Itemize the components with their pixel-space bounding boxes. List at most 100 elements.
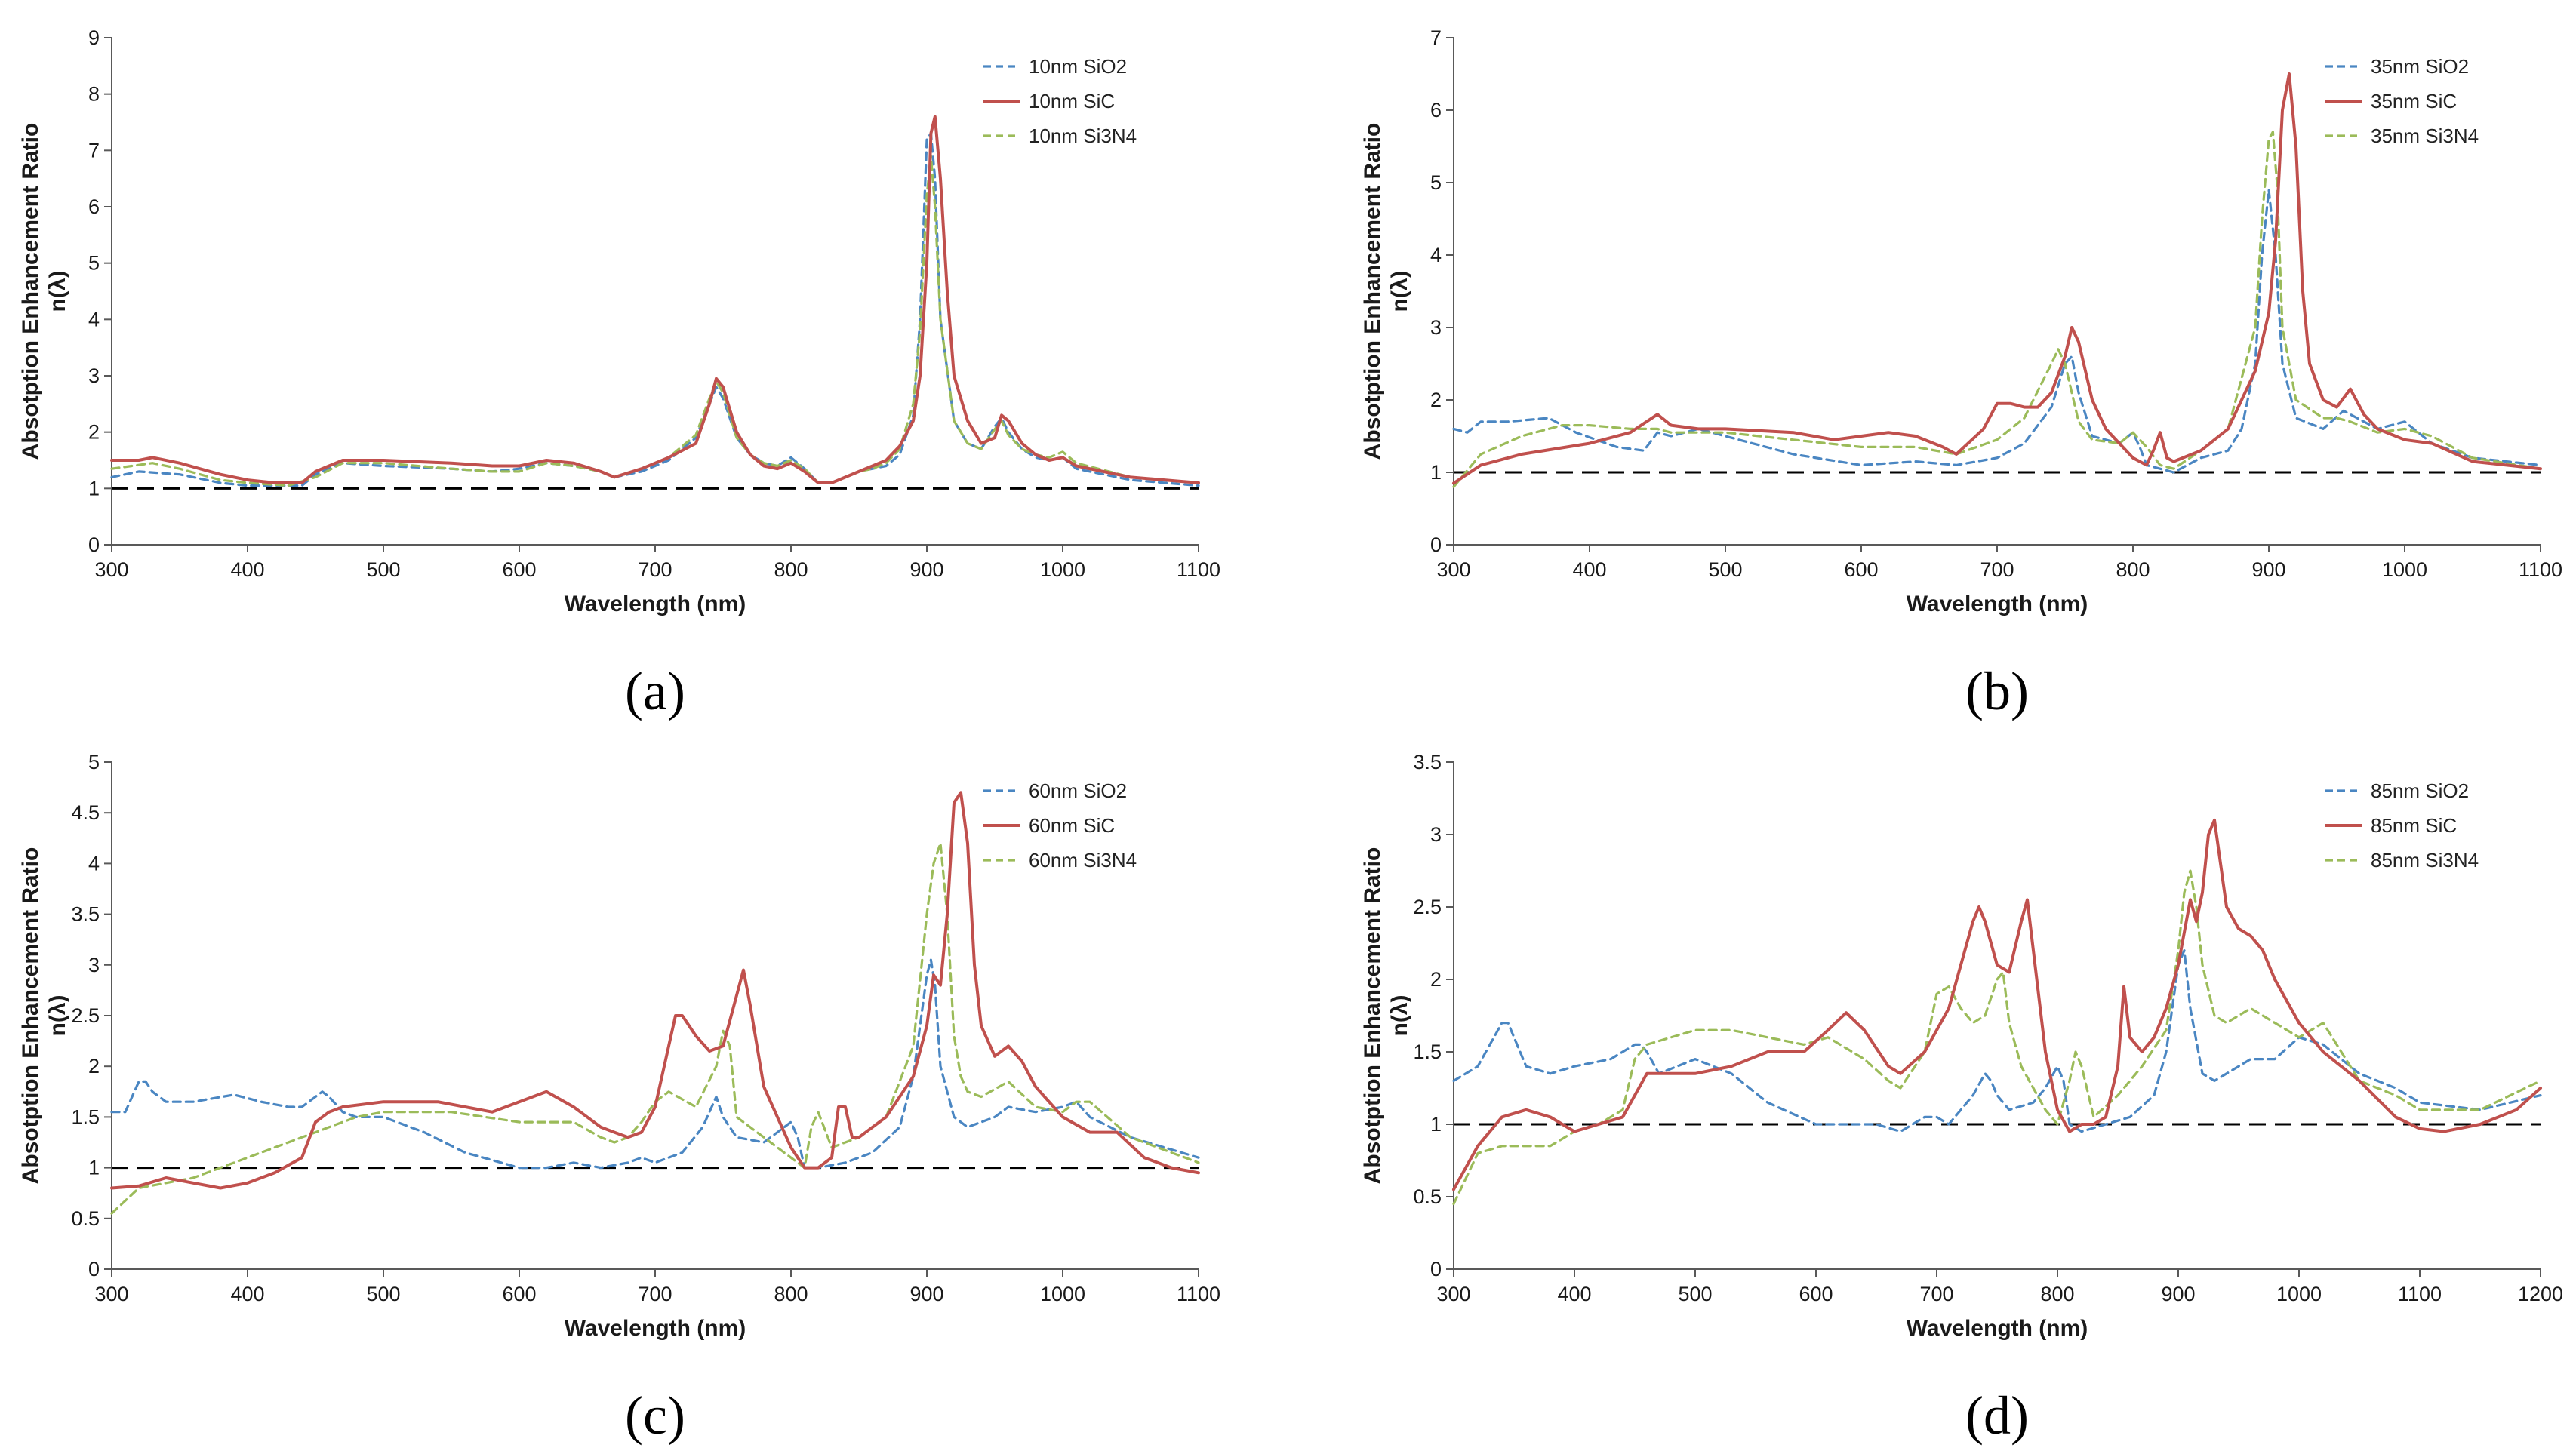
- legend-entry: 85nm Si3N4: [2371, 849, 2479, 871]
- y-tick-label: 3.5: [1413, 751, 1442, 773]
- y-tick-label: 2: [1430, 389, 1442, 411]
- legend-entry: 10nm Si3N4: [1029, 124, 1137, 147]
- y-tick-label: 3: [1430, 316, 1442, 339]
- panel-caption: (b): [1965, 661, 2029, 721]
- y-tick-label: 2.5: [71, 1004, 100, 1027]
- x-tick-label: 300: [1436, 558, 1470, 581]
- legend-entry: 35nm SiC: [2371, 90, 2457, 112]
- y-tick-label: 1: [88, 1157, 100, 1179]
- y-tick-label: 2.5: [1413, 896, 1442, 918]
- x-tick-label: 500: [366, 1283, 400, 1305]
- series-line-85nm-sio2: [1452, 949, 2542, 1133]
- series-line-10nm-sio2: [110, 132, 1200, 487]
- legend-entry: 60nm SiC: [1029, 814, 1115, 837]
- x-tick-label: 900: [909, 558, 943, 581]
- y-tick-label: 2: [88, 1055, 100, 1077]
- legend-entry: 60nm Si3N4: [1029, 849, 1137, 871]
- y-tick-label: 7: [88, 139, 100, 161]
- y-tick-label: 4: [1430, 244, 1442, 266]
- y-tick-label: 2: [88, 421, 100, 444]
- y-axis-subtitle: n(λ): [45, 271, 70, 312]
- y-tick-label: 2: [1430, 968, 1442, 991]
- y-tick-label: 5: [88, 751, 100, 773]
- chart-panel-b: 0 1 2 3 4 5 6 7 300 400 500 600 700 800 900 1000 1100 Wav…: [1342, 0, 2565, 724]
- legend-entry: 60nm SiO2: [1029, 779, 1127, 802]
- series-line-60nm-sio2: [110, 958, 1200, 1170]
- y-axis-title: Absotption Enhancement Ratio: [1360, 123, 1385, 460]
- x-tick-label: 800: [774, 1283, 808, 1305]
- chart-panel-a: 0 1 2 3 4 5 6 7 8 9 300 400 500 600 700 800 900 1000 1100 W…: [0, 0, 1223, 724]
- series-line-85nm-si3n4: [1452, 869, 2542, 1206]
- x-tick-label: 800: [774, 558, 808, 581]
- x-tick-label: 400: [1557, 1283, 1591, 1305]
- legend-entry: 85nm SiO2: [2371, 779, 2469, 802]
- y-tick-label: 0: [88, 1258, 100, 1280]
- y-tick-label: 0.5: [1413, 1185, 1442, 1208]
- x-tick-label: 900: [2251, 558, 2285, 581]
- x-tick-label: 600: [1799, 1283, 1833, 1305]
- y-tick-label: 3.5: [71, 903, 100, 926]
- y-tick-label: 7: [1430, 26, 1442, 49]
- legend-entry: 10nm SiC: [1029, 90, 1115, 112]
- y-tick-label: 1.5: [71, 1105, 100, 1128]
- x-tick-label: 400: [230, 558, 264, 581]
- y-axis-subtitle: n(λ): [1387, 271, 1412, 312]
- y-tick-label: 3: [1430, 823, 1442, 846]
- series-line-60nm-si3n4: [110, 841, 1200, 1215]
- x-tick-label: 300: [1436, 1283, 1470, 1305]
- x-tick-label: 600: [502, 558, 536, 581]
- x-tick-label: 700: [638, 558, 672, 581]
- series-line-85nm-sic: [1452, 818, 2542, 1191]
- panel-caption: (a): [625, 661, 685, 721]
- series-line-35nm-sic: [1452, 72, 2542, 485]
- x-tick-label: 800: [2040, 1283, 2074, 1305]
- y-axis-title: Absotption Enhancement Ratio: [1360, 847, 1385, 1185]
- x-tick-label: 1200: [2518, 1283, 2563, 1305]
- x-axis-title: Wavelength (nm): [565, 1316, 746, 1341]
- x-tick-label: 500: [1708, 558, 1742, 581]
- y-tick-label: 4.5: [71, 801, 100, 824]
- x-tick-label: 500: [1678, 1283, 1712, 1305]
- x-tick-label: 900: [2161, 1283, 2195, 1305]
- y-tick-label: 6: [1430, 99, 1442, 121]
- y-tick-label: 0: [88, 533, 100, 556]
- y-tick-label: 1.5: [1413, 1041, 1442, 1063]
- y-tick-label: 3: [88, 364, 100, 387]
- chart-b-svg: 0 1 2 3 4 5 6 7 300 400 500 600 700 800 900 1000 1100 Wav…: [1360, 26, 2562, 721]
- x-tick-label: 400: [230, 1283, 264, 1305]
- x-tick-label: 400: [1572, 558, 1606, 581]
- x-tick-label: 1000: [2382, 558, 2427, 581]
- series-line-35nm-si3n4: [1452, 131, 2542, 488]
- panel-caption: (c): [625, 1385, 685, 1446]
- y-tick-label: 4: [88, 852, 100, 875]
- chart-panel-c: 0 0.5 1 1.5 2 2.5 3 3.5 4 4.5 5 300 400 500 600 700 800 9…: [0, 724, 1223, 1449]
- y-axis-title: Absotption Enhancement Ratio: [18, 123, 43, 460]
- x-tick-label: 900: [909, 1283, 943, 1305]
- chart-c-svg: 0 0.5 1 1.5 2 2.5 3 3.5 4 4.5 5 300 400 500 600 700 800 9…: [18, 751, 1220, 1446]
- x-tick-label: 1000: [1040, 1283, 1085, 1305]
- x-tick-label: 700: [1980, 558, 2014, 581]
- chart-a-svg: 0 1 2 3 4 5 6 7 8 9 300 400 500 600 700 800 900 1000 1100 W…: [18, 26, 1220, 721]
- x-tick-label: 300: [94, 1283, 128, 1305]
- y-tick-label: 1: [1430, 461, 1442, 484]
- x-axis-title: Wavelength (nm): [1907, 592, 2088, 616]
- legend-entry: 10nm SiO2: [1029, 55, 1127, 78]
- y-tick-label: 1: [88, 477, 100, 500]
- x-tick-label: 1000: [2276, 1283, 2322, 1305]
- x-tick-label: 1100: [2398, 1283, 2442, 1305]
- x-axis-title: Wavelength (nm): [565, 592, 746, 616]
- series-line-60nm-sic: [110, 791, 1200, 1190]
- x-tick-label: 300: [94, 558, 128, 581]
- y-tick-label: 5: [1430, 171, 1442, 194]
- chart-d-svg: 0 0.5 1 1.5 2 2.5 3 3.5 300 400 500 600 700 800 900 100…: [1360, 751, 2563, 1446]
- y-axis-subtitle: n(λ): [1387, 995, 1412, 1037]
- x-tick-label: 1100: [1177, 1283, 1220, 1305]
- legend-entry: 35nm SiO2: [2371, 55, 2469, 78]
- panel-caption: (d): [1965, 1385, 2029, 1446]
- x-tick-label: 800: [2116, 558, 2150, 581]
- legend-entry: 35nm Si3N4: [2371, 124, 2479, 147]
- y-tick-label: 5: [88, 252, 100, 275]
- y-tick-label: 1: [1430, 1113, 1442, 1136]
- y-tick-label: 4: [88, 308, 100, 330]
- y-tick-label: 3: [88, 954, 100, 976]
